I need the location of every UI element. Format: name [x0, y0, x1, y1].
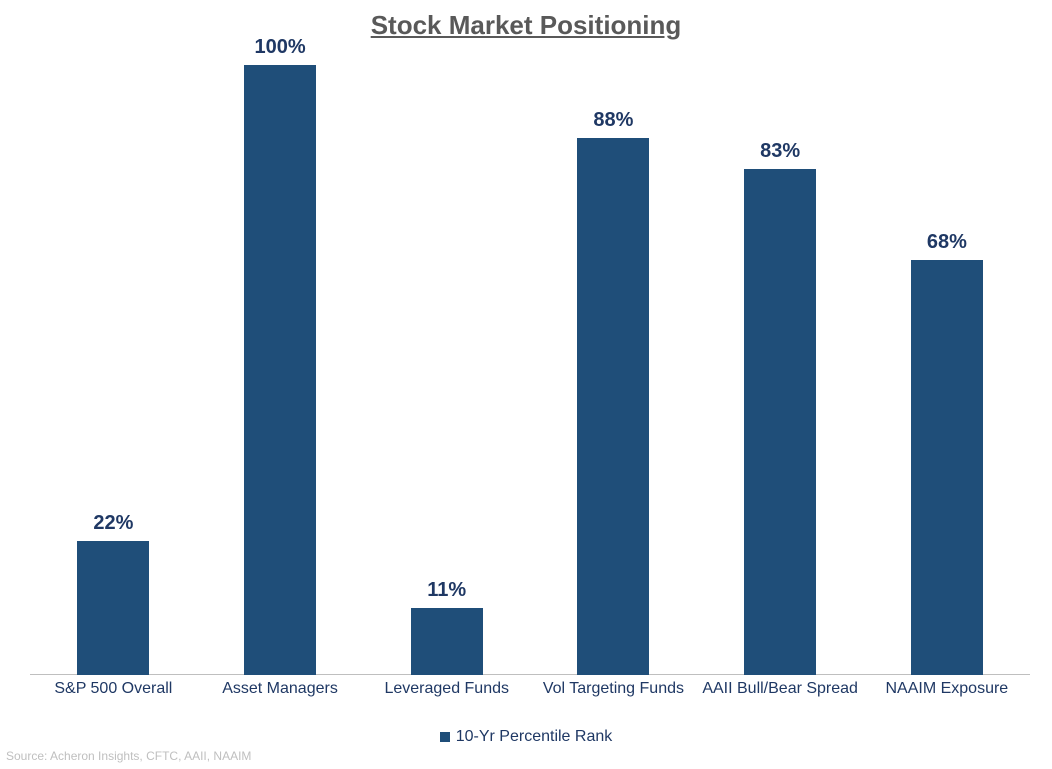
x-axis-label: S&P 500 Overall — [30, 680, 197, 698]
bar-value-label: 83% — [760, 140, 800, 163]
bar-slot: 100% — [197, 36, 364, 675]
plot-area: 22%100%11%88%83%68% — [30, 65, 1030, 675]
bar-slot: 83% — [697, 140, 864, 675]
bar-slot: 68% — [864, 231, 1031, 675]
legend: 10-Yr Percentile Rank — [0, 728, 1052, 747]
bar-slot: 11% — [363, 579, 530, 675]
bar — [411, 608, 483, 675]
bar — [911, 260, 983, 675]
x-axis-labels: S&P 500 OverallAsset ManagersLeveraged F… — [30, 680, 1030, 720]
bar-value-label: 68% — [927, 231, 967, 254]
legend-label: 10-Yr Percentile Rank — [456, 728, 613, 746]
bar-value-label: 11% — [427, 579, 466, 602]
bar-value-label: 100% — [254, 36, 305, 59]
bar — [744, 169, 816, 675]
x-axis-label: Leveraged Funds — [363, 680, 530, 698]
x-axis-label: Asset Managers — [197, 680, 364, 698]
bar-value-label: 88% — [593, 109, 633, 132]
x-axis-label: AAII Bull/Bear Spread — [697, 680, 864, 698]
bar-slot: 88% — [530, 109, 697, 675]
bar — [577, 138, 649, 675]
chart-title: Stock Market Positioning — [0, 10, 1052, 41]
x-axis-label: NAAIM Exposure — [864, 680, 1031, 698]
bar — [244, 65, 316, 675]
source-text: Source: Acheron Insights, CFTC, AAII, NA… — [6, 749, 251, 763]
x-axis-label: Vol Targeting Funds — [530, 680, 697, 698]
chart-container: Stock Market Positioning 22% 100% 11% 88% 83… — [0, 0, 1052, 769]
bar-value-label: 22% — [93, 512, 133, 535]
legend-swatch — [440, 732, 450, 742]
bar — [77, 541, 149, 675]
bar-slot: 22% — [30, 512, 197, 675]
